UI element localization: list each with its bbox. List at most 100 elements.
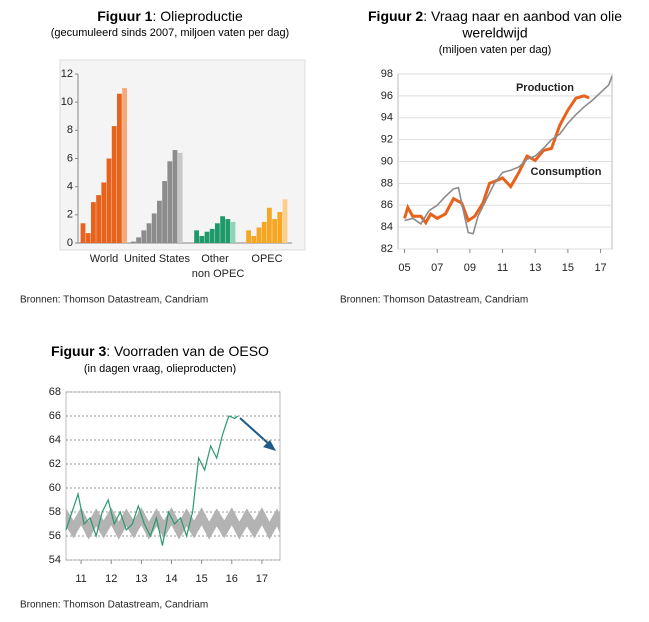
x-tick-label: 14 (165, 573, 177, 585)
source: Bronnen: Thomson Datastream, Candriam (20, 295, 208, 306)
bar (136, 237, 141, 243)
bar (277, 212, 283, 243)
x-group-label: World (90, 253, 119, 265)
bar (225, 219, 231, 243)
y-tick-label: 0 (67, 237, 73, 249)
y-tick-label: 94 (381, 112, 393, 124)
arrow (239, 417, 276, 451)
y-tick-label: 54 (49, 554, 61, 566)
title-label: Figuur 3 (51, 343, 106, 359)
bar (85, 233, 91, 243)
y-tick-label: 86 (381, 199, 393, 211)
x-tick-label: 05 (398, 262, 410, 274)
bar (80, 223, 86, 243)
bar (215, 223, 220, 243)
bar (106, 158, 112, 243)
x-tick-label: 17 (594, 262, 606, 274)
bar (204, 231, 210, 243)
x-tick-label: 07 (431, 262, 443, 274)
x-group-label: Other non OPEC (192, 253, 245, 280)
x-tick-label: 17 (256, 573, 268, 585)
bar (251, 235, 257, 243)
x-tick-label: 16 (226, 573, 238, 585)
title-label: Figuur 2 (368, 8, 423, 24)
source: Bronnen: Thomson Datastream, Candriam (20, 600, 208, 611)
bar (167, 161, 173, 243)
y-tick-label: 56 (49, 530, 61, 542)
y-tick-label: 92 (381, 134, 393, 146)
chart-subtitle: (miljoen vaten per dag) (439, 44, 552, 56)
x-tick-label: 11 (75, 573, 86, 585)
title-label: Figuur 1 (97, 8, 152, 24)
y-tick-label: 10 (61, 96, 73, 108)
y-tick-label: 12 (61, 68, 73, 80)
bar (209, 228, 215, 243)
bar (220, 216, 225, 243)
x-tick-label: 13 (135, 573, 147, 585)
y-tick-label: 62 (49, 458, 61, 470)
x-tick-label: 09 (464, 262, 476, 274)
y-tick-label: 60 (49, 482, 61, 494)
y-tick-label: 88 (381, 177, 393, 189)
bar (282, 199, 288, 243)
title-text: : Voorraden van de OESO (106, 343, 269, 359)
title-text: : Olieproductie (152, 8, 242, 24)
chart-title-line2: wereldwijd (461, 25, 527, 41)
chart-title: Figuur 1: Olieproductie (97, 8, 243, 24)
label-line: Other (201, 253, 229, 265)
bar (267, 207, 272, 243)
bar (96, 195, 101, 243)
series-label: Production (516, 82, 574, 94)
chart-subtitle: (gecumuleerd sinds 2007, miljoen vaten p… (51, 27, 289, 39)
y-tick-label: 82 (381, 243, 393, 255)
bar (256, 227, 262, 243)
y-tick-label: 6 (67, 152, 73, 164)
bar (272, 219, 277, 243)
x-group-label: United States (124, 253, 191, 265)
y-tick-label: 84 (381, 221, 393, 233)
y-tick-label: 68 (49, 386, 61, 398)
bar (141, 230, 147, 243)
bar (117, 93, 122, 243)
bar (162, 181, 167, 243)
bar (151, 213, 157, 243)
y-tick-label: 58 (49, 506, 61, 518)
bar (172, 150, 178, 243)
series-label: Consumption (531, 166, 602, 178)
bar (177, 152, 183, 243)
chart-title: Figuur 2: Vraag naar en aanbod van olie (368, 8, 622, 24)
bar (146, 223, 152, 243)
y-tick-label: 4 (67, 181, 73, 193)
bar (101, 182, 107, 243)
line (404, 75, 613, 235)
x-tick-label: 15 (562, 262, 574, 274)
bar (246, 230, 251, 243)
bar (199, 235, 205, 243)
y-tick-label: 98 (381, 68, 393, 80)
bar (91, 202, 96, 243)
bar (230, 221, 236, 243)
y-tick-label: 90 (381, 155, 393, 167)
y-tick-label: 2 (67, 209, 73, 221)
title-text: : Vraag naar en aanbod van olie (423, 8, 622, 24)
bar (194, 230, 199, 243)
x-tick-label: 11 (497, 262, 508, 274)
line (403, 94, 590, 226)
bar (111, 126, 117, 243)
y-tick-label: 96 (381, 90, 393, 102)
bar (122, 88, 127, 243)
x-tick-label: 13 (529, 262, 541, 274)
y-tick-label: 64 (49, 434, 61, 446)
x-group-label: OPEC (251, 253, 282, 265)
label-line: non OPEC (192, 268, 245, 280)
x-tick-label: 12 (105, 573, 117, 585)
source: Bronnen: Thomson Datastream, Candriam (340, 295, 528, 306)
bar (157, 200, 162, 243)
range-band (66, 507, 280, 540)
bar (261, 221, 267, 243)
y-tick-label: 8 (67, 124, 73, 136)
x-tick-label: 15 (196, 573, 208, 585)
chart-subtitle: (in dagen vraag, olieproducten) (84, 363, 236, 375)
y-tick-label: 66 (49, 410, 61, 422)
